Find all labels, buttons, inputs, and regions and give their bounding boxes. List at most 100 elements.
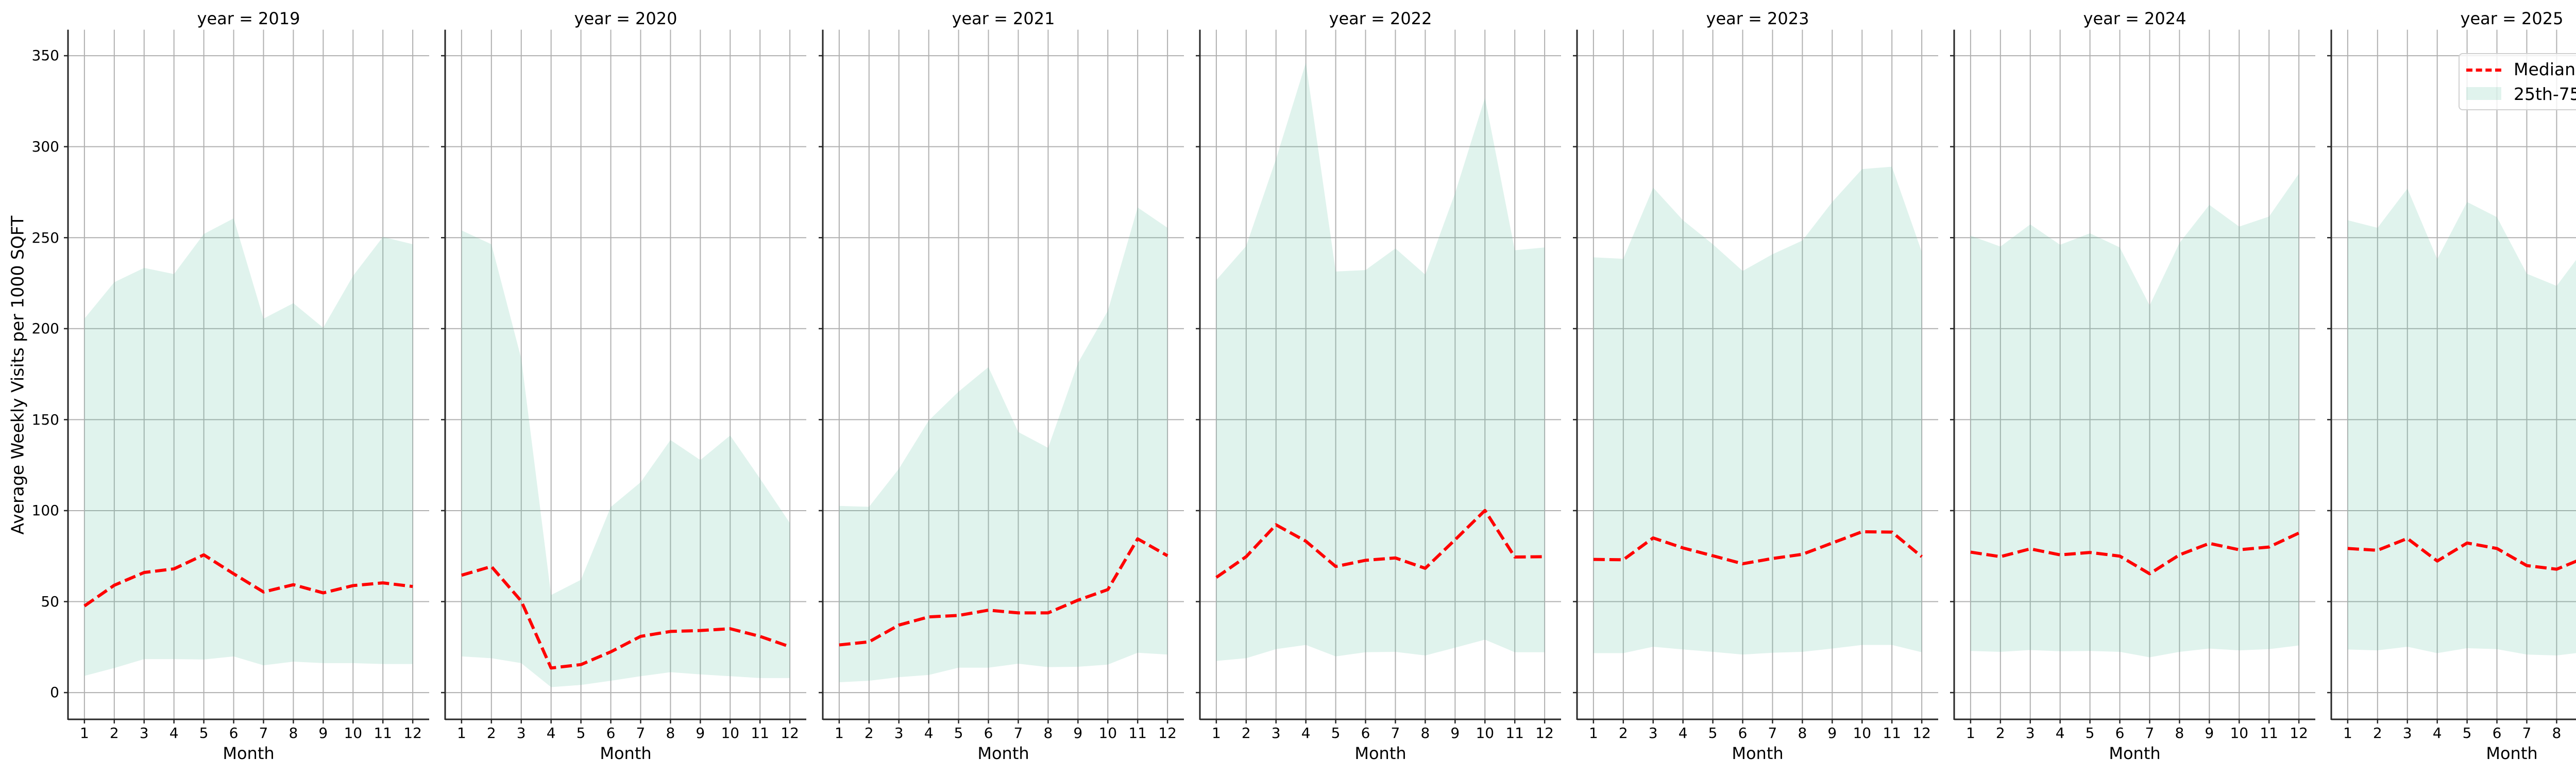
x-tick-label: 4 (1678, 725, 1688, 742)
panel-title-2020: year = 2020 (574, 9, 677, 28)
percentile-band (1970, 173, 2299, 658)
median-line (1215, 509, 1545, 579)
percentile-band (1216, 62, 1545, 661)
x-axis-label-2021: Month (977, 744, 1029, 763)
x-tick-label: 4 (2055, 725, 2065, 742)
x-tick-label: 10 (1853, 725, 1872, 742)
x-tick-label: 8 (2552, 725, 2562, 742)
panel-2024 (1950, 29, 2315, 723)
legend: Median 25th-75th Percentile (2459, 53, 2576, 110)
x-tick-label: 3 (2402, 725, 2412, 742)
x-tick-label: 6 (984, 725, 993, 742)
x-tick-label: 1 (1588, 725, 1598, 742)
x-tick-label: 12 (781, 725, 799, 742)
panel-title-2025: year = 2025 (2460, 9, 2564, 28)
x-tick-label: 11 (374, 725, 392, 742)
x-tick-label: 3 (2025, 725, 2035, 742)
median-line (2347, 536, 2576, 571)
x-tick-label: 11 (1505, 725, 1524, 742)
x-tick-label: 7 (2522, 725, 2532, 742)
y-tick-label-300: 300 (31, 138, 59, 155)
percentile-band (839, 207, 1168, 682)
x-tick-label: 4 (924, 725, 934, 742)
median-line (839, 537, 1168, 647)
x-tick-label: 9 (1827, 725, 1837, 742)
y-tick-label-150: 150 (31, 411, 59, 428)
band-swatch-icon (2466, 87, 2501, 100)
x-tick-label: 5 (199, 725, 209, 742)
x-tick-label: 11 (2260, 725, 2278, 742)
x-tick-label: 7 (259, 725, 268, 742)
x-tick-label: 3 (1271, 725, 1281, 742)
x-tick-label: 8 (1420, 725, 1430, 742)
y-tick-label-50: 50 (41, 593, 59, 610)
x-tick-label: 7 (2145, 725, 2155, 742)
panel-2020 (441, 29, 806, 723)
x-tick-label: 1 (2343, 725, 2352, 742)
x-tick-label: 3 (516, 725, 526, 742)
x-tick-label: 8 (1798, 725, 1807, 742)
x-tick-label: 2 (486, 725, 496, 742)
percentile-band (84, 218, 413, 676)
x-tick-label: 2 (109, 725, 119, 742)
x-tick-label: 3 (1648, 725, 1658, 742)
panel-title-2021: year = 2021 (952, 9, 1055, 28)
x-tick-label: 10 (344, 725, 363, 742)
x-axis-label-2020: Month (600, 744, 652, 763)
x-axis-label-2023: Month (1732, 744, 1784, 763)
x-tick-label: 2 (1995, 725, 2005, 742)
x-tick-label: 11 (1883, 725, 1901, 742)
x-axis-label-2019: Month (223, 744, 275, 763)
x-tick-label: 9 (1450, 725, 1460, 742)
y-tick-label-200: 200 (31, 320, 59, 337)
x-tick-label: 7 (1391, 725, 1400, 742)
panel-title-2019: year = 2019 (197, 9, 300, 28)
x-tick-label: 5 (954, 725, 963, 742)
x-tick-label: 8 (666, 725, 675, 742)
x-tick-label: 5 (2085, 725, 2095, 742)
panel-2023 (1573, 29, 1938, 723)
x-tick-label: 3 (894, 725, 904, 742)
x-tick-label: 5 (1331, 725, 1341, 742)
y-tick-label-350: 350 (31, 47, 59, 64)
x-tick-label: 7 (636, 725, 646, 742)
x-axis-label-2022: Month (1354, 744, 1406, 763)
median-line (1970, 531, 2300, 576)
percentile-band (1593, 166, 1922, 655)
x-tick-label: 12 (1158, 725, 1177, 742)
x-tick-label: 7 (1768, 725, 1777, 742)
x-tick-label: 5 (2462, 725, 2472, 742)
x-tick-label: 10 (1098, 725, 1117, 742)
y-tick-label-250: 250 (31, 229, 59, 246)
median-line (83, 553, 413, 608)
x-tick-label: 11 (1128, 725, 1147, 742)
x-tick-label: 1 (79, 725, 89, 742)
x-tick-label: 9 (318, 725, 328, 742)
x-tick-label: 1 (834, 725, 844, 742)
x-tick-label: 9 (696, 725, 705, 742)
panel-2019 (64, 29, 429, 723)
x-tick-label: 1 (1965, 725, 1975, 742)
x-tick-label: 1 (456, 725, 466, 742)
x-tick-label: 7 (1013, 725, 1023, 742)
x-tick-label: 2 (1618, 725, 1628, 742)
dashed-line-swatch-icon (2466, 69, 2501, 72)
x-axis-label-2024: Month (2109, 744, 2161, 763)
y-tick-label-100: 100 (31, 502, 59, 519)
legend-label-percentile: 25th-75th Percentile (2514, 84, 2576, 104)
legend-label-median: Median (2514, 59, 2576, 79)
x-tick-label: 4 (546, 725, 556, 742)
panel-title-2023: year = 2023 (1706, 9, 1809, 28)
x-axis-label-2025: Month (2486, 744, 2538, 763)
x-tick-label: 8 (289, 725, 298, 742)
x-tick-label: 6 (606, 725, 616, 742)
x-tick-label: 12 (2290, 725, 2308, 742)
x-tick-label: 10 (1476, 725, 1495, 742)
x-tick-label: 10 (721, 725, 740, 742)
x-tick-label: 3 (139, 725, 149, 742)
median-line (1593, 530, 1923, 566)
x-tick-label: 10 (2230, 725, 2249, 742)
x-tick-label: 12 (403, 725, 422, 742)
